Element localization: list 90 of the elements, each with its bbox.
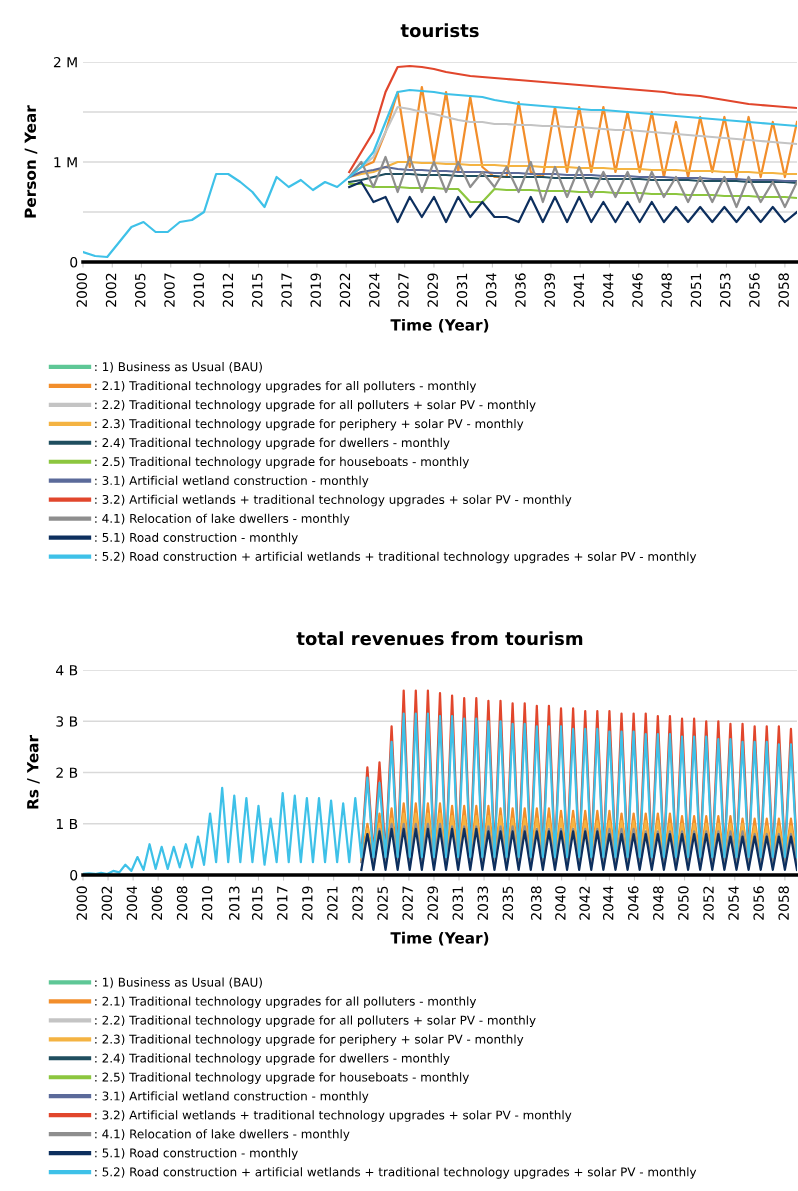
x-tick-label: 2021	[327, 886, 338, 920]
x-tick-label: 2056	[749, 273, 760, 307]
x-tick-label: 2005	[134, 273, 146, 307]
x-tick-label: 2048	[653, 886, 664, 920]
x-tick-label: 2017	[281, 273, 292, 307]
x-tick-label: 2035	[502, 886, 514, 920]
x-tick-label: 2019	[310, 273, 321, 307]
y-tick-label: 1 B	[56, 818, 78, 830]
x-tick-label: 2051	[690, 273, 702, 307]
x-tick-label: 2046	[628, 886, 639, 920]
y-tick-label: 1 M	[54, 157, 77, 168]
x-tick-label: 2013	[229, 886, 240, 920]
x-tick-label: 2042	[579, 886, 590, 920]
x-tick-label: 2015	[252, 886, 263, 920]
x-tick-label: 2053	[719, 273, 731, 307]
x-tick-label: 2002	[105, 273, 117, 307]
y-tick-label: 3 B	[56, 716, 78, 727]
legend-label: : 4.1) Relocation of lake dwellers - monthly	[95, 513, 350, 526]
legend-label: : 4.1) Relocation of lake dwellers - monthly	[95, 1129, 350, 1141]
legend-label: : 2.5) Traditional technology upgrade for houseboats - monthly	[95, 456, 469, 469]
x-tick-label: 2039	[544, 273, 555, 307]
legend-label: : 1) Business as Usual (BAU)	[95, 977, 262, 989]
legend-label: : 2.2) Traditional technology upgrade for all polluters + solar PV - monthly	[95, 399, 536, 412]
chart-title: tourists	[400, 23, 479, 38]
x-tick-label: 2024	[369, 273, 380, 307]
y-axis-title: Person / Year	[24, 105, 38, 218]
y-tick-label: 2 M	[53, 56, 77, 68]
x-tick-label: 2025	[377, 886, 388, 920]
legend-label: : 2.2) Traditional technology upgrade for all polluters + solar PV - monthly	[95, 1015, 536, 1027]
legend-label: : 5.1) Road construction - monthly	[95, 1148, 298, 1160]
x-tick-label: 2008	[176, 886, 188, 920]
x-tick-label: 2027	[402, 886, 413, 920]
x-tick-label: 2058	[778, 273, 789, 307]
legend-label: : 5.2) Road construction + artificial wetlands + traditional technology upgrades + solar PV - monthly	[95, 551, 697, 564]
x-tick-label: 2044	[602, 886, 614, 920]
legend-label: : 3.1) Artificial wetland construction - monthly	[95, 475, 369, 488]
x-tick-label: 2000	[76, 273, 88, 307]
y-tick-label: 0	[70, 869, 78, 881]
legend-label: : 2.4) Traditional technology upgrade for dwellers - monthly	[95, 437, 450, 450]
legend-label: : 1) Business as Usual (BAU)	[95, 362, 262, 373]
x-tick-label: 2023	[352, 886, 363, 920]
legend-label: : 3.1) Artificial wetland construction - monthly	[95, 1091, 369, 1103]
x-tick-label: 2040	[555, 886, 566, 920]
x-tick-label: 2004	[126, 886, 138, 920]
x-tick-label: 2031	[456, 273, 468, 307]
legend-label: : 5.2) Road construction + artificial wetlands + traditional technology upgrades + solar PV - monthly	[95, 1167, 697, 1179]
y-tick-label: 2 B	[56, 767, 78, 778]
x-tick-label: 2034	[485, 273, 497, 307]
x-axis-title: Time (Year)	[390, 318, 489, 333]
legend-label: : 3.2) Artificial wetlands + traditional technology upgrades + solar PV - monthly	[95, 494, 572, 507]
x-tick-label: 2027	[398, 273, 409, 307]
x-tick-label: 2017	[277, 886, 288, 920]
x-tick-label: 2044	[602, 273, 614, 307]
x-tick-label: 2012	[222, 273, 234, 307]
legend-label: : 2.3) Traditional technology upgrade for periphery + solar PV - monthly	[95, 418, 524, 431]
x-tick-label: 2010	[193, 273, 205, 307]
x-tick-label: 2029	[427, 886, 438, 920]
y-axis-title: Rs / Year	[27, 735, 40, 809]
y-tick-label: 4 B	[56, 665, 78, 676]
x-tick-label: 2048	[661, 273, 672, 307]
x-tick-label: 2058	[778, 886, 789, 920]
x-tick-label: 2010	[201, 886, 213, 920]
legend-label: : 5.1) Road construction - monthly	[95, 532, 298, 545]
x-tick-label: 2006	[151, 886, 163, 920]
legend-label: : 2.4) Traditional technology upgrade for dwellers - monthly	[95, 1053, 450, 1065]
x-tick-label: 2015	[252, 273, 263, 307]
x-tick-label: 2038	[530, 886, 542, 920]
x-tick-label: 2022	[339, 273, 351, 307]
x-tick-label: 2036	[515, 273, 526, 307]
legend-label: : 2.1) Traditional technology upgrades for all polluters - monthly	[95, 996, 477, 1009]
x-tick-label: 2056	[753, 886, 764, 920]
x-tick-label: 2019	[302, 886, 313, 920]
x-tick-label: 2033	[477, 886, 489, 920]
x-tick-label: 2052	[703, 886, 714, 920]
x-tick-label: 2029	[427, 273, 438, 307]
legend-label: : 3.2) Artificial wetlands + traditional technology upgrades + solar PV - monthly	[95, 1110, 572, 1122]
x-tick-label: 2000	[76, 886, 88, 920]
x-tick-label: 2054	[728, 886, 739, 920]
legend-label: : 2.1) Traditional technology upgrades for all polluters - monthly	[95, 380, 477, 393]
legend-label: : 2.5) Traditional technology upgrade for houseboats - monthly	[95, 1072, 469, 1084]
legend-label: : 2.3) Traditional technology upgrade for periphery + solar PV - monthly	[95, 1034, 524, 1046]
chart-title: total revenues from tourism	[296, 631, 583, 646]
x-tick-label: 2002	[101, 886, 113, 920]
x-tick-label: 2041	[573, 273, 585, 307]
x-tick-label: 2007	[164, 273, 175, 307]
x-tick-label: 2046	[632, 273, 643, 307]
x-tick-label: 2031	[452, 886, 464, 920]
y-tick-label: 0	[70, 256, 78, 268]
x-axis-title: Time (Year)	[390, 931, 489, 946]
x-tick-label: 2050	[678, 886, 689, 920]
